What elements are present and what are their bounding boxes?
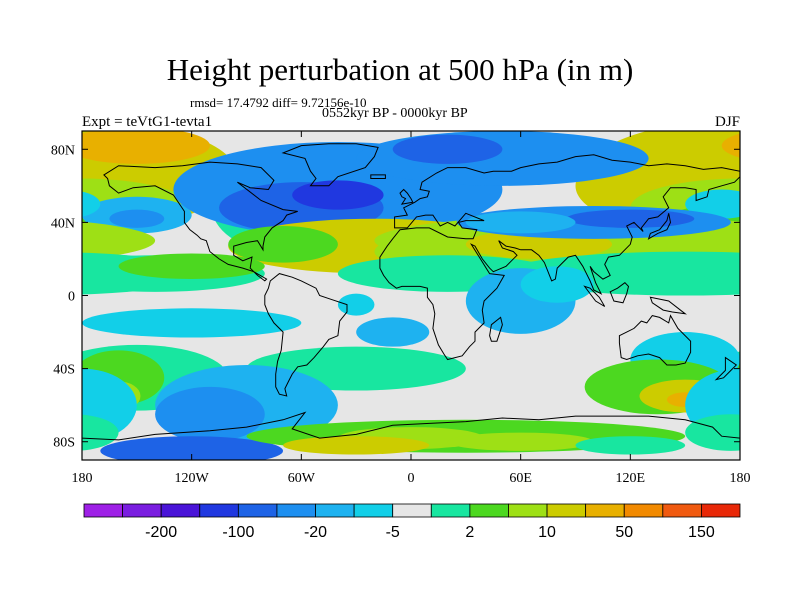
coastline-sumatra — [583, 285, 606, 307]
height-field — [82, 131, 740, 460]
map-axes: 180 120W 60W 0 60E 120E 180 80N 40N 0 40S 80S — [51, 131, 751, 486]
coastline-australia — [618, 314, 692, 366]
field-patch — [100, 436, 284, 460]
field-patch — [82, 308, 302, 338]
colorbar-segment — [662, 503, 702, 518]
colorbar-segment — [83, 503, 123, 518]
colorbar-segment — [237, 503, 278, 518]
field-patch — [575, 436, 686, 455]
colorbar-tick-label: -200 — [145, 524, 177, 541]
season-label: DJF — [714, 114, 740, 130]
coastline-africa-eurasia — [379, 154, 740, 361]
chart-title: Height perturbation at 500 hPa (in m) — [166, 52, 634, 87]
coastlines — [82, 143, 740, 441]
coastline-north-america — [103, 161, 298, 282]
field-patch — [685, 189, 740, 219]
colorbar-segment — [469, 503, 509, 518]
field-patch — [82, 414, 119, 451]
coastline-new-guinea — [649, 296, 687, 315]
y-tick-label: 40S — [53, 363, 75, 378]
field-patch — [228, 226, 338, 263]
colorbar-tick-label: 50 — [615, 524, 633, 541]
x-tick-label: 0 — [408, 471, 415, 486]
coastline-antarctica — [82, 411, 740, 441]
period-label: 0552kyr BP - 0000kyr BP — [322, 106, 468, 121]
colorbar-segment — [546, 503, 587, 518]
colorbar-segment — [122, 503, 162, 518]
field-patch — [356, 317, 430, 347]
x-tick-label: 120W — [175, 471, 210, 486]
field-patch — [685, 414, 740, 451]
x-tick-label: 180 — [72, 471, 93, 486]
field-patch — [566, 209, 695, 228]
field-patch — [292, 180, 384, 210]
coastline-uk — [399, 188, 414, 205]
colorbar-segment — [276, 503, 316, 518]
field-patch — [703, 259, 740, 288]
y-tick-label: 80N — [51, 143, 75, 158]
colorbar-segment — [315, 503, 355, 518]
coastline-greenland — [281, 143, 379, 187]
colorbar-segment — [430, 503, 471, 518]
x-tick-label: 120E — [616, 471, 646, 486]
y-tick-label: 40N — [51, 216, 75, 231]
field-patch — [82, 221, 156, 260]
colorbar-tick-label: -100 — [222, 524, 254, 541]
x-tick-label: 180 — [730, 471, 751, 486]
coastline-borneo — [609, 282, 630, 304]
field-patch — [721, 133, 740, 158]
colorbar-segment — [199, 503, 239, 518]
colorbar-segment — [392, 503, 432, 518]
field-patch — [465, 211, 576, 234]
field-patch — [283, 436, 430, 455]
field-patch — [118, 253, 265, 280]
field-patch — [109, 209, 165, 228]
field-patch — [82, 131, 210, 164]
x-tick-label: 60W — [288, 471, 316, 486]
field-patch — [447, 432, 594, 451]
field-patch — [82, 191, 101, 217]
colorbar-segment — [160, 503, 201, 518]
colorbar: -200 -100 -20 -5 2 10 50 150 — [83, 503, 741, 541]
colorbar-segment — [508, 503, 548, 518]
colorbar-tick-label: 10 — [538, 524, 556, 541]
y-tick-label: 0 — [68, 290, 75, 305]
coastline-japan — [647, 213, 672, 240]
colorbar-segment — [623, 503, 664, 518]
x-tick-label: 60E — [509, 471, 532, 486]
coastline-iceland — [370, 174, 386, 179]
field-patch — [730, 361, 740, 395]
colorbar-segment — [353, 503, 394, 518]
colorbar-tick-label: -5 — [386, 524, 400, 541]
coastline-south-america — [264, 273, 348, 397]
field-patch — [520, 266, 594, 303]
coastline-new-zealand — [714, 356, 738, 381]
colorbar-segment — [701, 503, 741, 518]
field-patch — [337, 293, 375, 316]
colorbar-tick-label: -20 — [304, 524, 327, 541]
field-patch — [392, 134, 503, 164]
coastline-madagascar — [489, 316, 503, 342]
y-tick-label: 80S — [53, 436, 75, 451]
rmsd-label: rmsd= 17.4792 diff= 9.72156e-10 — [190, 95, 367, 110]
colorbar-tick-label: 150 — [688, 524, 715, 541]
colorbar-segment — [585, 503, 625, 518]
colorbar-tick-label: 2 — [465, 524, 474, 541]
experiment-label: Expt = teVtG1-tevta1 — [82, 114, 213, 130]
